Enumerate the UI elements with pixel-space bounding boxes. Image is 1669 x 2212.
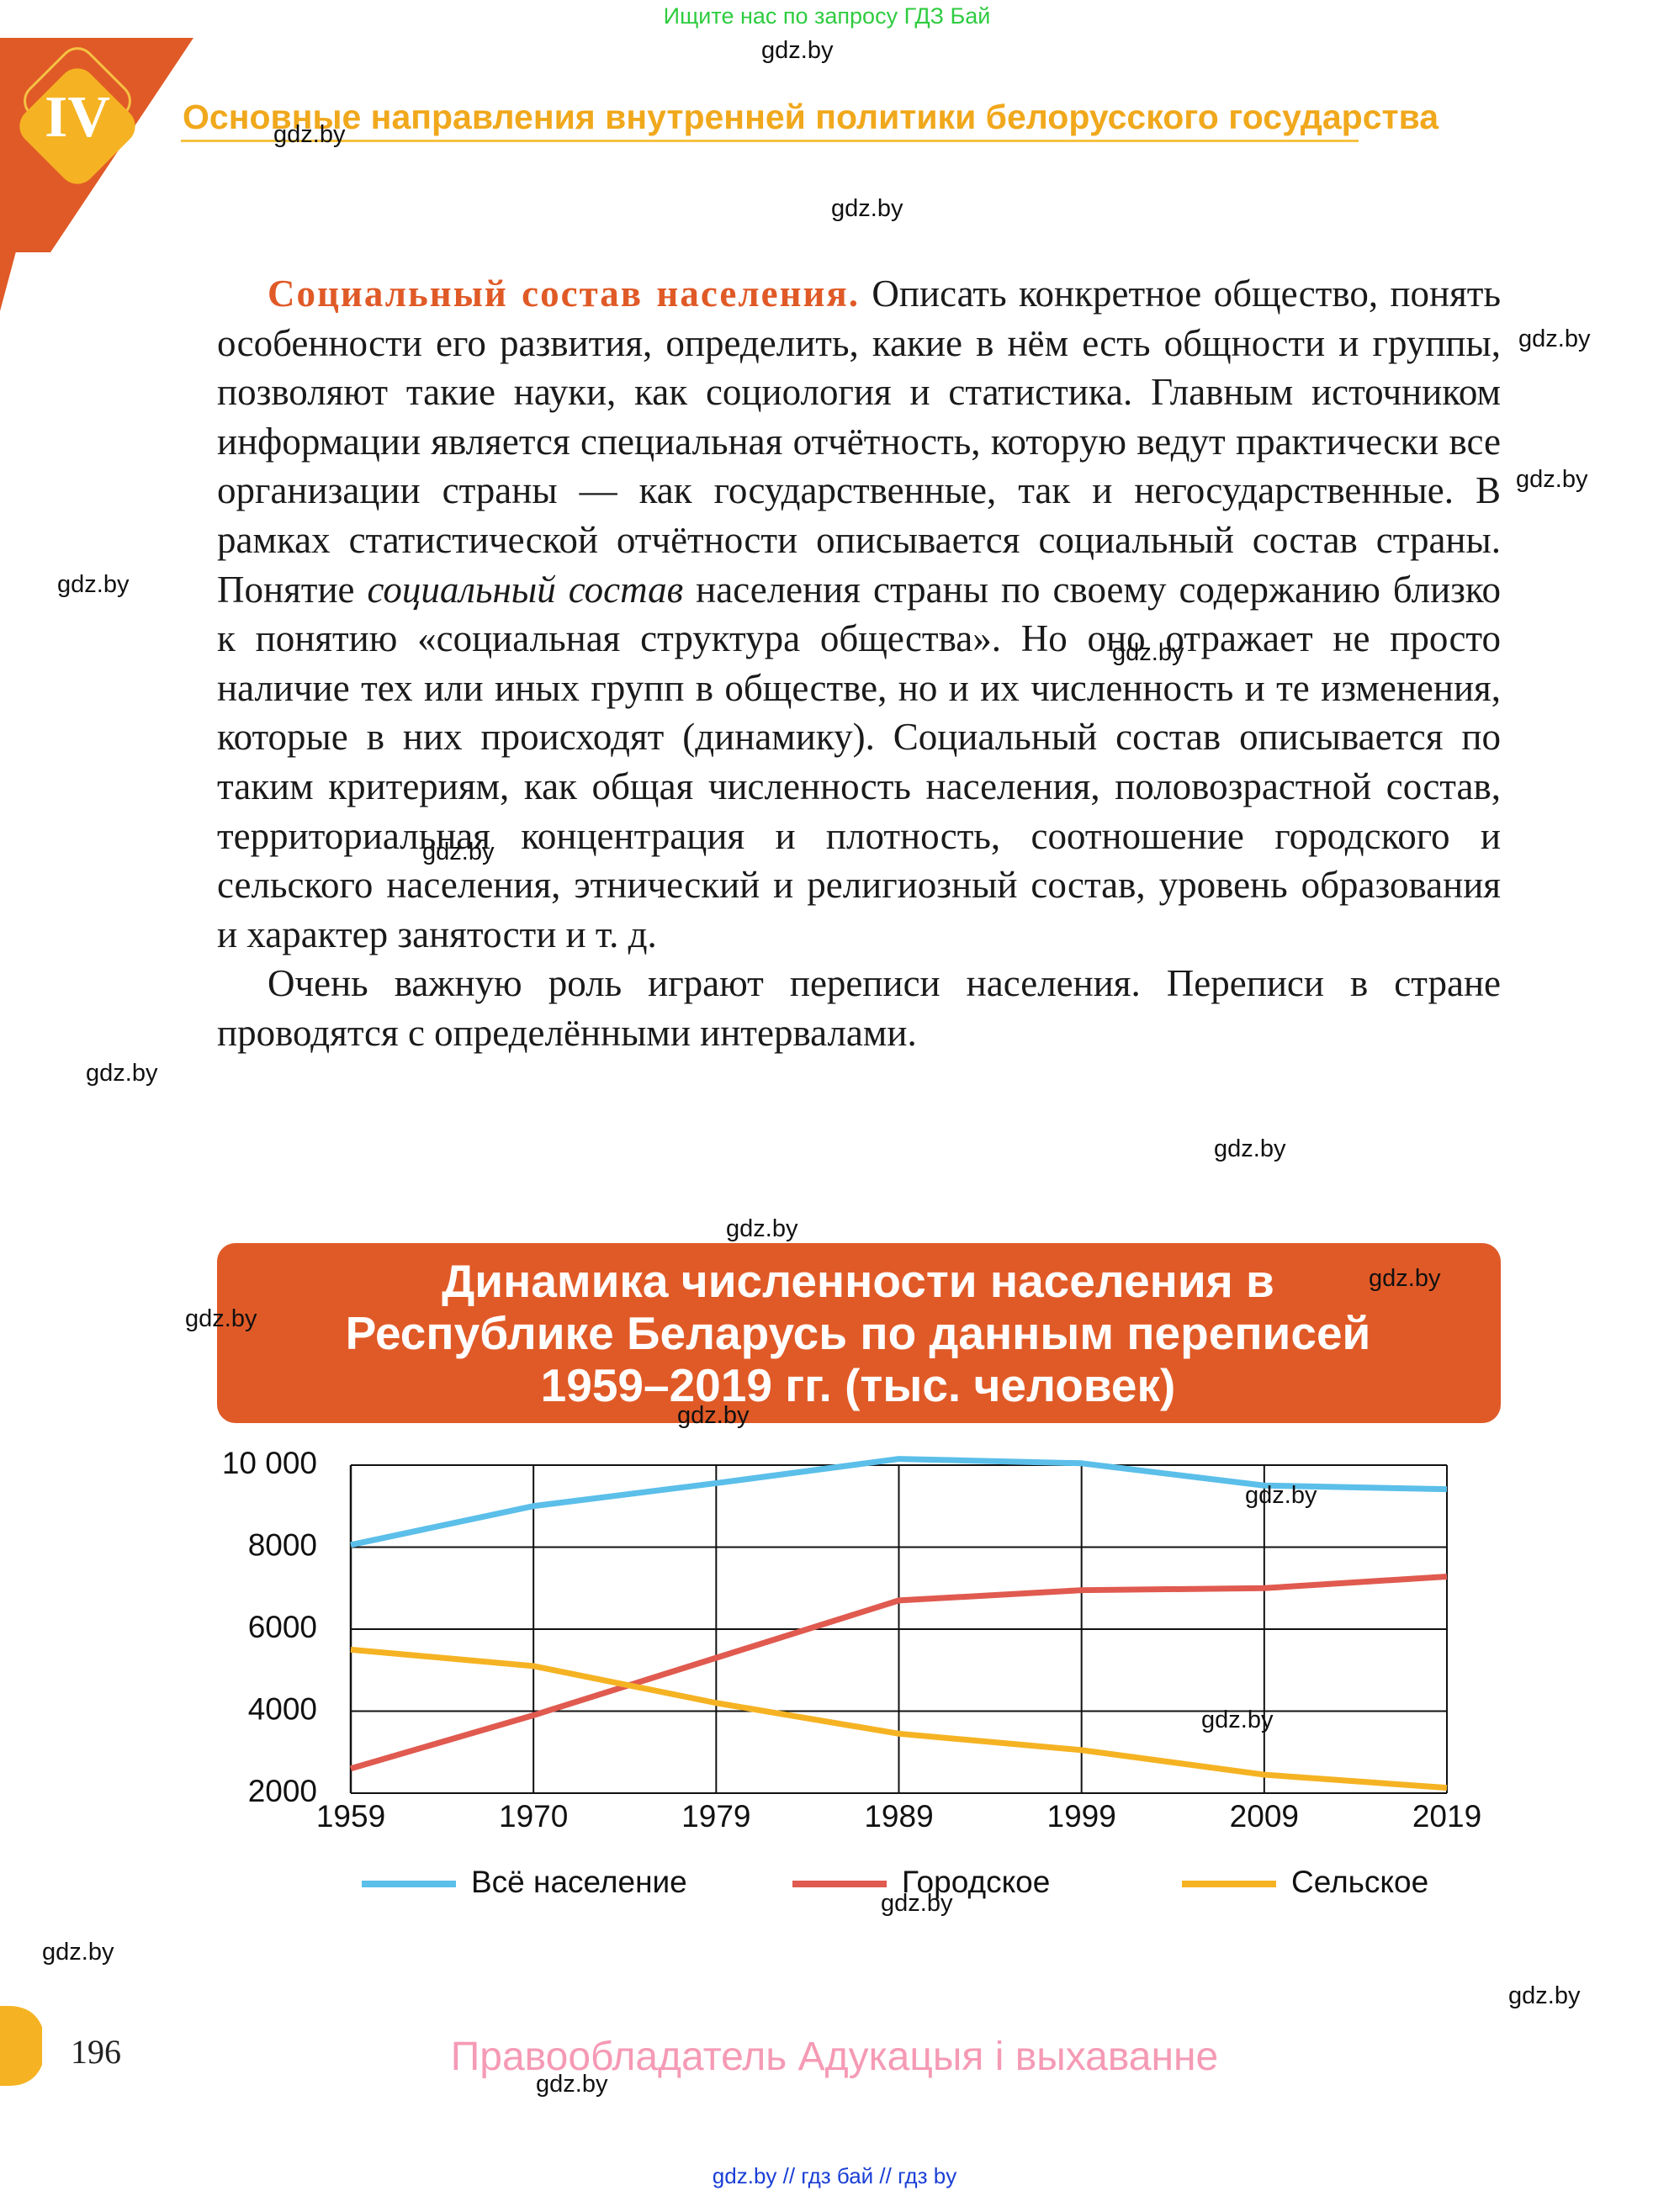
x-tick-label: 1999 bbox=[1047, 1799, 1116, 1834]
y-tick-label: 8000 bbox=[248, 1527, 317, 1562]
watermark: gdz.by bbox=[1516, 466, 1588, 493]
legend-label: Сельское bbox=[1291, 1865, 1428, 1899]
text: Описать конкретное общество, понять особ… bbox=[217, 273, 1501, 611]
chart: 2000 4000 6000 8000 10 000 1959 1970 1979 1989 19… bbox=[222, 1446, 1481, 1899]
watermark: gdz.by bbox=[1369, 1265, 1441, 1292]
chart-title: Динамика численности населения в Республ… bbox=[345, 1255, 1371, 1411]
x-tick-label: 2009 bbox=[1230, 1799, 1299, 1834]
watermark: gdz.by bbox=[86, 1060, 158, 1087]
y-tick-label: 6000 bbox=[248, 1610, 317, 1644]
chapter-number: IV bbox=[45, 85, 110, 150]
x-tick-label: 2019 bbox=[1412, 1799, 1481, 1834]
page-number: 196 bbox=[71, 2033, 121, 2071]
body-text: Социальный состав населения. Описать кон… bbox=[217, 269, 1501, 1058]
watermark: gdz.by bbox=[422, 839, 495, 865]
paragraph: Социальный состав населения. Описать кон… bbox=[217, 269, 1501, 959]
x-tick-label: 1979 bbox=[681, 1799, 750, 1834]
watermark: gdz.by bbox=[1245, 1482, 1317, 1509]
y-tick-label: 2000 bbox=[248, 1774, 317, 1808]
watermark: gdz.by bbox=[273, 121, 346, 148]
watermark: gdz.by bbox=[1201, 1707, 1274, 1733]
watermark: gdz.by bbox=[57, 571, 130, 598]
rights: Правообладатель Адукацыя і выхаванне bbox=[450, 2035, 1219, 2079]
watermark: gdz.by bbox=[536, 2071, 608, 2098]
bottom-links: gdz.by // гдз бай // гдз by bbox=[712, 2163, 957, 2188]
watermark: gdz.by bbox=[831, 195, 903, 222]
watermark: gdz.by bbox=[1112, 639, 1184, 666]
page-tab bbox=[0, 2006, 42, 2086]
series-line bbox=[350, 1646, 1448, 1791]
paragraph: Очень важную роль играют переписи населе… bbox=[217, 962, 1501, 1054]
legend-label: Всё население bbox=[471, 1865, 687, 1899]
top-note: Ищите нас по запросу ГДЗ Бай bbox=[663, 3, 991, 29]
lead: Социальный состав населения. bbox=[268, 273, 861, 315]
watermark: gdz.by bbox=[677, 1402, 750, 1429]
chapter-title: Основные направления внутренней политики… bbox=[183, 98, 1439, 136]
watermark: gdz.by bbox=[881, 1890, 953, 1917]
watermark: gdz.by bbox=[1214, 1135, 1286, 1162]
x-tick-label: 1989 bbox=[864, 1799, 933, 1834]
watermark: gdz.by bbox=[761, 37, 834, 64]
series-line bbox=[350, 1573, 1448, 1772]
chart-banner bbox=[217, 1243, 1501, 1423]
watermark: gdz.by bbox=[185, 1305, 257, 1332]
y-tick-label: 10 000 bbox=[222, 1446, 317, 1480]
watermark: gdz.by bbox=[42, 1939, 114, 1966]
chapter-diamond bbox=[19, 68, 135, 184]
text: населения страны по своему содержанию бл… bbox=[217, 568, 1501, 955]
x-tick-label: 1970 bbox=[499, 1799, 568, 1834]
watermark: gdz.by bbox=[726, 1215, 798, 1242]
y-tick-label: 4000 bbox=[248, 1691, 317, 1726]
term: социальный состав bbox=[367, 568, 684, 611]
series-line bbox=[350, 1456, 1448, 1548]
x-tick-label: 1959 bbox=[316, 1799, 385, 1834]
title-rule bbox=[181, 140, 1359, 142]
watermark: gdz.by bbox=[1508, 1982, 1581, 2009]
legend-label: Городское bbox=[902, 1865, 1050, 1899]
watermark: gdz.by bbox=[1518, 325, 1591, 352]
